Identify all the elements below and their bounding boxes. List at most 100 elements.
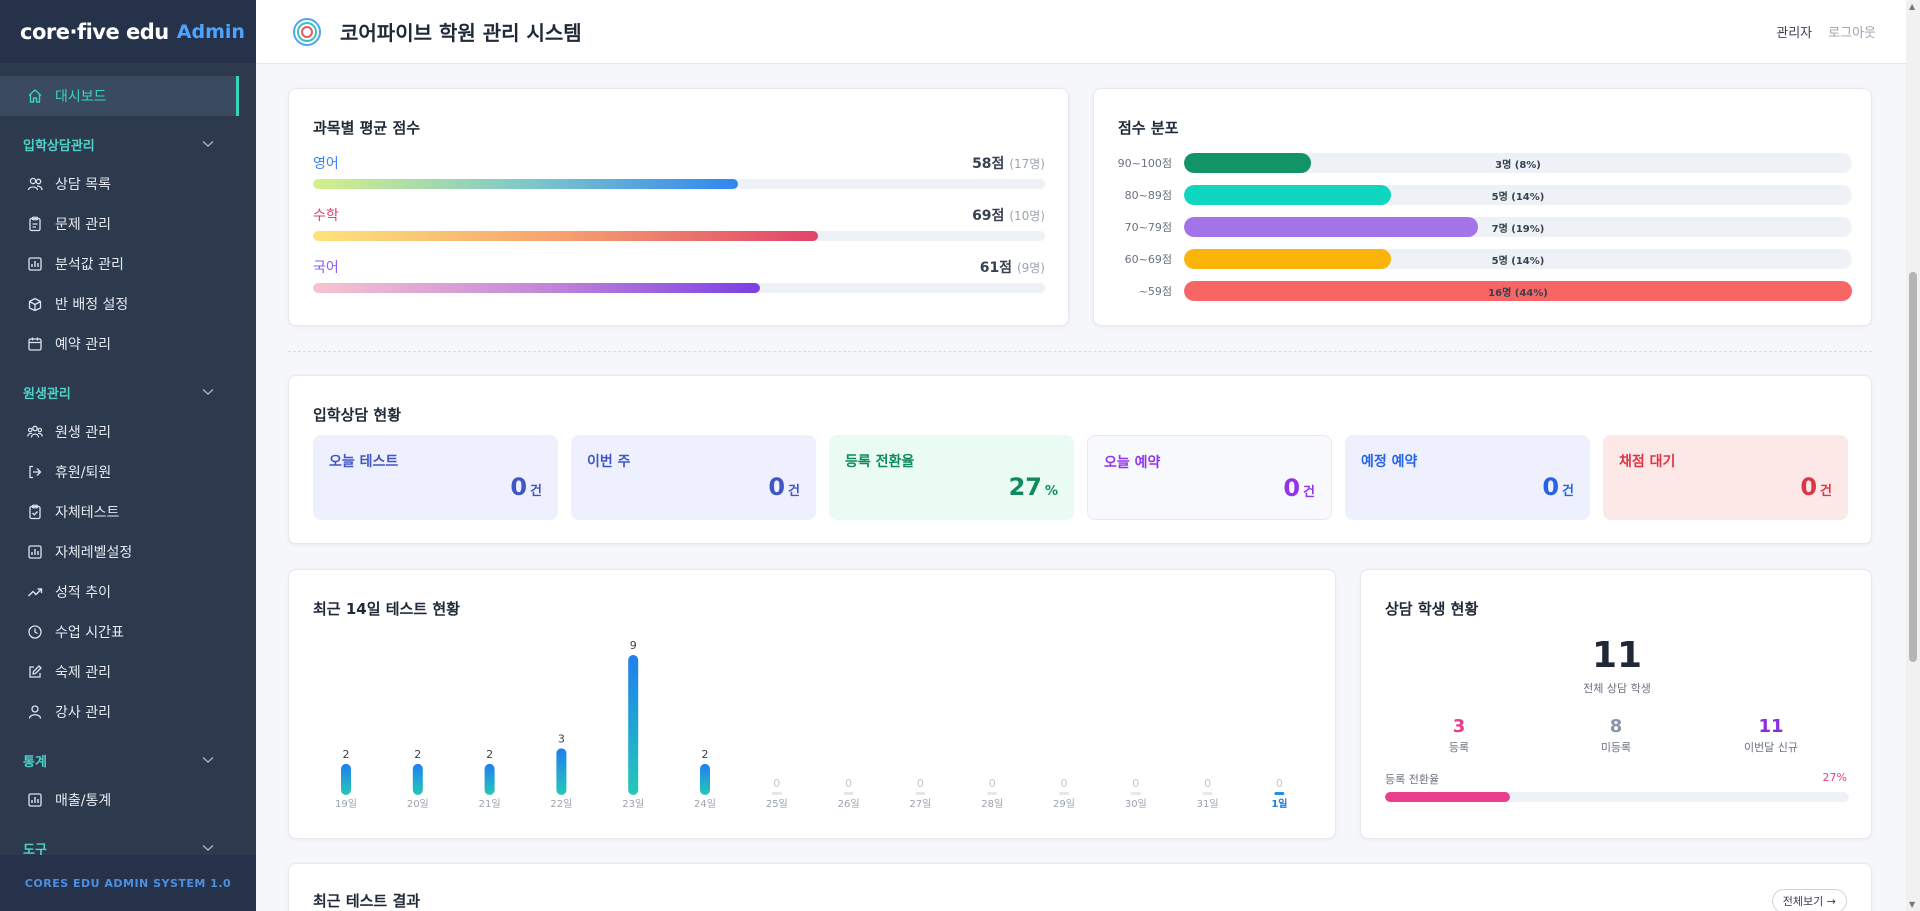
chart-value-label: 0 xyxy=(845,777,852,790)
sidebar-item[interactable]: 상담 목록 xyxy=(0,164,256,204)
chart-bar[interactable] xyxy=(771,792,782,795)
sidebar-item[interactable]: 원생 관리 xyxy=(0,412,256,452)
logo[interactable]: core·five edu Admin xyxy=(0,0,256,63)
stat-unit: % xyxy=(1044,484,1058,499)
sidebar-section-header[interactable]: 도구 xyxy=(0,828,256,868)
sidebar-item[interactable]: 성적 추이 xyxy=(0,572,256,612)
chart-bar[interactable] xyxy=(700,763,710,795)
total-students-value: 11 xyxy=(1591,635,1643,676)
chevron-down-icon[interactable] xyxy=(202,841,214,855)
distribution-count-label: 5명 (14%) xyxy=(1491,256,1545,267)
distribution-bar: 7명 (19%) xyxy=(1184,217,1852,237)
stat-number: 0 xyxy=(768,473,786,501)
logout-icon xyxy=(26,464,43,481)
stat-unit: 건 xyxy=(530,484,542,499)
chevron-down-icon[interactable] xyxy=(202,385,214,399)
stat-number: 0 xyxy=(510,473,528,501)
subject-count: (9명) xyxy=(1016,261,1045,275)
sidebar-item[interactable]: 수업 시간표 xyxy=(0,612,256,652)
stat-box[interactable]: 오늘 예약 0 건 xyxy=(1087,435,1332,520)
scrollbar[interactable]: ▲ ▼ xyxy=(1906,0,1920,911)
sidebar-item[interactable]: 숙제 관리 xyxy=(0,652,256,692)
stat-box[interactable]: 오늘 테스트 0 건 xyxy=(313,435,558,520)
scrollbar-thumb[interactable] xyxy=(1909,272,1917,662)
sidebar-item[interactable]: 자체테스트 xyxy=(0,492,256,532)
chart-bar[interactable] xyxy=(1130,792,1141,795)
subject-progress-fill xyxy=(313,179,738,189)
chart-x-tick-label: 1일 xyxy=(1271,797,1287,810)
logout-link[interactable]: 로그아웃 xyxy=(1828,26,1876,41)
distribution-bar: 16명 (44%) xyxy=(1184,281,1852,301)
stat-box[interactable]: 등록 전환율 27% xyxy=(829,435,1074,520)
chart-bar[interactable] xyxy=(628,655,639,795)
chevron-down-icon[interactable] xyxy=(202,137,214,151)
sidebar-section-header[interactable]: 입학상담관리 xyxy=(0,124,256,164)
chart-value-label: 3 xyxy=(558,732,565,745)
card-title: 입학상담 현황 xyxy=(313,406,402,424)
chart-bar[interactable] xyxy=(484,763,495,795)
app-logo-icon xyxy=(293,17,321,46)
admin-link[interactable]: 관리자 xyxy=(1776,26,1813,41)
stat-box[interactable]: 예정 예약 0 건 xyxy=(1345,435,1590,520)
stat-label: 이번 주 xyxy=(587,454,631,470)
card-title: 점수 분포 xyxy=(1118,119,1179,137)
divider xyxy=(288,351,1872,352)
conversion-label: 등록 전환율 xyxy=(1385,773,1440,786)
chart-x-tick-label: 22일 xyxy=(550,798,572,810)
sidebar-item[interactable]: 문제 관리 xyxy=(0,204,256,244)
chart-bar[interactable] xyxy=(1202,792,1213,795)
home-icon xyxy=(26,88,43,105)
view-all-button[interactable]: 전체보기 → xyxy=(1771,889,1847,911)
chart-bar[interactable] xyxy=(556,748,567,795)
chevron-down-icon[interactable] xyxy=(202,753,214,767)
card-title: 최근 테스트 결과 xyxy=(313,892,421,910)
sidebar-item[interactable]: 강사 관리 xyxy=(0,692,256,732)
sidebar-item[interactable]: 반 배정 설정 xyxy=(0,284,256,324)
chart-bar[interactable] xyxy=(412,763,423,795)
chart-bar[interactable] xyxy=(843,792,854,795)
sidebar-item[interactable]: 매출/통계 xyxy=(0,780,256,820)
chart-bar[interactable] xyxy=(987,792,998,795)
distribution-row: 90~100점 3명 (8%) xyxy=(1114,153,1852,173)
chart-bar[interactable] xyxy=(1274,792,1285,795)
chart-bar[interactable] xyxy=(1059,792,1069,795)
chart-x-tick-label: 24일 xyxy=(694,798,716,810)
chart-x-tick-label: 27일 xyxy=(909,798,931,810)
stat-value: 27% xyxy=(1009,473,1058,501)
subject-score-row: 수학 69점 (10명) xyxy=(313,205,1045,241)
sidebar-item[interactable]: 자체레벨설정 xyxy=(0,532,256,572)
scroll-up-icon[interactable]: ▲ xyxy=(1909,2,1916,11)
registered-value: 3 xyxy=(1452,716,1466,737)
distribution-count-label: 16명 (44%) xyxy=(1488,288,1548,299)
scroll-down-icon[interactable]: ▼ xyxy=(1909,900,1916,909)
chart-x-tick-label: 25일 xyxy=(766,798,788,810)
chart-x-tick-label: 31일 xyxy=(1197,798,1219,810)
sidebar-section-header[interactable]: 원생관리 xyxy=(0,372,256,412)
sidebar-item[interactable]: 분석값 관리 xyxy=(0,244,256,284)
conversion-progress-fill xyxy=(1385,792,1511,802)
sidebar-item[interactable]: 휴원/퇴원 xyxy=(0,452,256,492)
unregistered-value: 8 xyxy=(1609,716,1623,737)
sidebar-item-label: 분석값 관리 xyxy=(55,257,124,273)
chart-bar[interactable] xyxy=(341,763,351,795)
stat-number: 0 xyxy=(1542,473,1560,501)
subject-score: 61점 (9명) xyxy=(980,257,1045,277)
chart-value-label: 2 xyxy=(486,748,493,761)
sidebar-section-header[interactable]: 통계 xyxy=(0,740,256,780)
sidebar-section-title: 입학상담관리 xyxy=(23,138,95,154)
stat-box[interactable]: 채점 대기 0 건 xyxy=(1603,435,1848,520)
registered-stat: 3 등록 xyxy=(1384,716,1534,755)
distribution-count-label: 7명 (19%) xyxy=(1491,224,1545,235)
admin-badge: Admin xyxy=(176,20,245,43)
sidebar-item-dashboard[interactable]: 대시보드 xyxy=(0,76,239,116)
user-icon xyxy=(26,704,43,721)
unregistered-label: 미등록 xyxy=(1600,741,1632,754)
sidebar-item[interactable]: 예약 관리 xyxy=(0,324,256,364)
chart-bar[interactable] xyxy=(915,792,926,795)
distribution-bar: 5명 (14%) xyxy=(1184,185,1852,205)
